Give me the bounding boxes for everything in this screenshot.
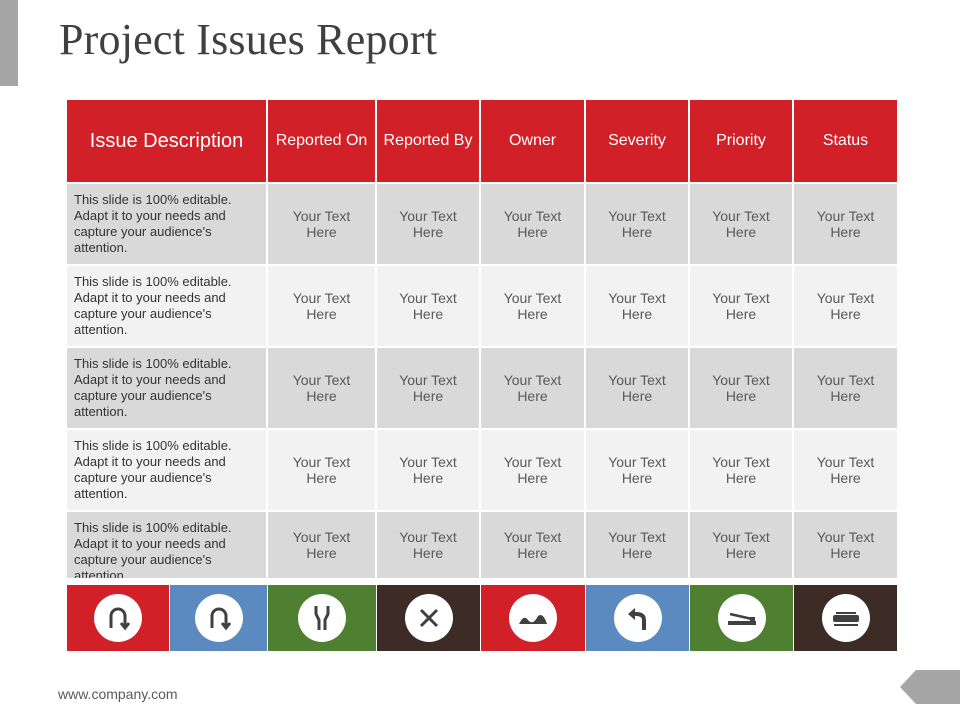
cell-text: Your Text Here [292,208,351,240]
cell-text: Your Text Here [608,372,666,404]
table-cell[interactable]: Your Text Here [586,428,690,510]
issues-table: Issue Description Reported On Reported B… [67,100,897,651]
cell-text: Your Text Here [292,290,351,322]
header-priority: Priority [690,100,794,182]
cell-text: Your Text Here [712,208,770,240]
left-accent-bar [0,0,18,86]
table-cell[interactable]: Your Text Here [690,428,794,510]
cell-text: Your Text Here [503,290,562,322]
table-cell[interactable]: Your Text Here [586,182,690,264]
icon-tile [481,585,586,651]
cell-text: Your Text Here [292,454,351,486]
x-mark-icon [419,608,438,628]
cell-text: Your Text Here [503,208,562,240]
icon-tile [377,585,481,651]
table-cell[interactable]: Your Text Here [690,182,794,264]
table-cell[interactable]: Your Text Here [481,264,586,346]
cell-text: Your Text Here [608,290,666,322]
table-cell[interactable]: Your Text Here [377,182,481,264]
tram-icon [832,612,859,626]
header-issue-description: Issue Description [67,100,268,182]
table-cell[interactable]: Your Text Here [481,182,586,264]
table-cell[interactable]: Your Text Here [586,264,690,346]
cell-text: Your Text Here [608,208,666,240]
cell-text: Your Text Here [816,208,875,240]
table-cell[interactable]: Your Text Here [794,510,897,578]
table-cell[interactable]: Your Text Here [481,428,586,510]
table-cell[interactable]: Your Text Here [268,182,377,264]
level-crossing-barrier-icon [727,612,756,625]
cell-text: Your Text Here [712,290,770,322]
header-reported-by: Reported By [377,100,481,182]
table-cell[interactable]: Your Text Here [377,264,481,346]
table-cell[interactable]: Your Text Here [377,346,481,428]
cell-text: Your Text Here [712,372,770,404]
cell-text: Your Text Here [399,208,457,240]
slide-nav-arrow-icon[interactable] [900,670,960,704]
cell-text: Your Text Here [399,290,457,322]
icon-tile [170,585,268,651]
cell-text: Your Text Here [608,529,666,561]
cell-text: Your Text Here [608,454,666,486]
footer-url[interactable]: www.company.com [58,686,178,702]
cell-text: Your Text Here [503,454,562,486]
cell-text: Your Text Here [292,372,351,404]
cell-text: Your Text Here [399,454,457,486]
header-status: Status [794,100,897,182]
turn-left-arrow-icon [627,608,646,630]
table-cell[interactable]: Your Text Here [377,510,481,578]
table-row-description[interactable]: This slide is 100% editable. Adapt it to… [67,510,268,578]
cell-text: Your Text Here [503,529,562,561]
cell-text: Your Text Here [712,529,770,561]
cell-text: Your Text Here [503,372,562,404]
header-severity: Severity [586,100,690,182]
uneven-road-icon [519,615,547,624]
table-cell[interactable]: Your Text Here [586,510,690,578]
description-text: This slide is 100% editable. Adapt it to… [74,438,232,501]
table-cell[interactable]: Your Text Here [481,510,586,578]
u-turn-right-icon [210,607,231,631]
table-cell[interactable]: Your Text Here [690,346,794,428]
icon-tile [690,585,794,651]
page-title: Project Issues Report [59,15,438,64]
table-cell[interactable]: Your Text Here [794,264,897,346]
icon-tile [67,585,170,651]
cell-text: Your Text Here [712,454,770,486]
description-text: This slide is 100% editable. Adapt it to… [74,520,232,578]
road-narrows-icon [314,606,330,630]
cell-text: Your Text Here [399,372,457,404]
table-cell[interactable]: Your Text Here [268,346,377,428]
description-text: This slide is 100% editable. Adapt it to… [74,274,232,337]
icon-tile [794,585,897,651]
table-row-description[interactable]: This slide is 100% editable. Adapt it to… [67,264,268,346]
icon-tile [268,585,377,651]
cell-text: Your Text Here [816,290,875,322]
description-text: This slide is 100% editable. Adapt it to… [74,356,232,419]
table-cell[interactable]: Your Text Here [794,346,897,428]
table-cell[interactable]: Your Text Here [794,428,897,510]
u-turn-left-icon [109,607,131,631]
cell-text: Your Text Here [816,529,875,561]
table-row-description[interactable]: This slide is 100% editable. Adapt it to… [67,182,268,264]
description-text: This slide is 100% editable. Adapt it to… [74,192,232,255]
table-cell[interactable]: Your Text Here [268,264,377,346]
cell-text: Your Text Here [816,372,875,404]
icon-tile [586,585,690,651]
cell-text: Your Text Here [399,529,457,561]
table-cell[interactable]: Your Text Here [377,428,481,510]
header-reported-on: Reported On [268,100,377,182]
cell-text: Your Text Here [292,529,351,561]
header-owner: Owner [481,100,586,182]
table-cell[interactable]: Your Text Here [586,346,690,428]
icon-strip [67,585,897,651]
table-cell[interactable]: Your Text Here [690,510,794,578]
table-cell[interactable]: Your Text Here [690,264,794,346]
table-cell[interactable]: Your Text Here [794,182,897,264]
table-cell[interactable]: Your Text Here [481,346,586,428]
cell-text: Your Text Here [816,454,875,486]
table-row-description[interactable]: This slide is 100% editable. Adapt it to… [67,428,268,510]
table-cell[interactable]: Your Text Here [268,428,377,510]
table-cell[interactable]: Your Text Here [268,510,377,578]
table-row-description[interactable]: This slide is 100% editable. Adapt it to… [67,346,268,428]
